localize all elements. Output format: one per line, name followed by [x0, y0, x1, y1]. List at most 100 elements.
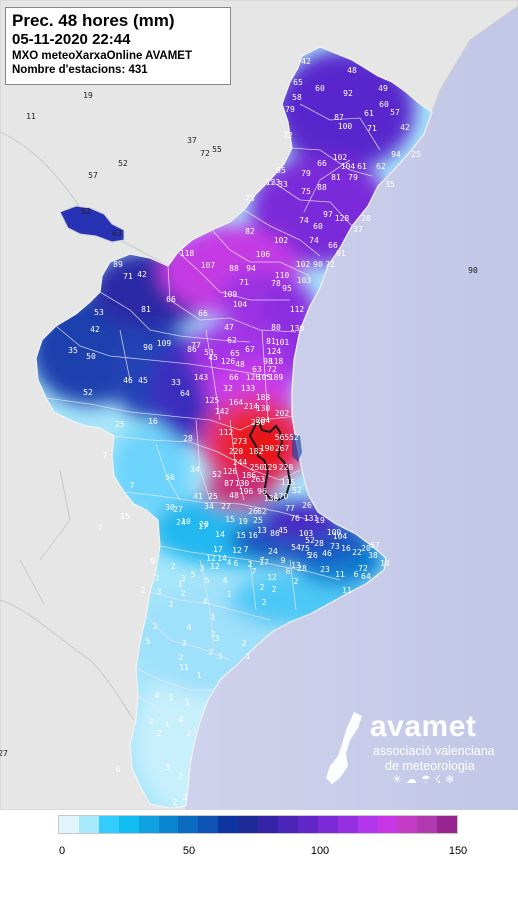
legend-swatch	[437, 816, 458, 833]
station-value: 107	[201, 261, 216, 270]
station-value: 2	[178, 772, 183, 781]
station-value: 164	[229, 398, 244, 407]
enclave-rincon	[59, 205, 125, 243]
station-value: 3	[181, 574, 186, 583]
station-value: 50	[86, 352, 96, 361]
station-value: 7	[252, 567, 257, 576]
legend-swatch	[158, 816, 179, 833]
station-value: 115	[281, 478, 296, 487]
station-value: 64	[361, 572, 371, 581]
station-value: 5	[307, 551, 312, 560]
station-value: 66	[317, 159, 327, 168]
sun-icon: ☀	[392, 773, 406, 786]
station-value: 77	[285, 504, 295, 513]
station-value: 72	[325, 260, 335, 269]
station-value: 52	[83, 388, 93, 397]
station-value: 52	[81, 207, 91, 216]
station-value: 2	[149, 717, 154, 726]
station-value: 67	[370, 541, 380, 550]
station-value: 2	[157, 729, 162, 738]
station-value: 71	[123, 272, 133, 281]
station-value: 66	[328, 241, 338, 250]
station-value: 33	[278, 180, 288, 189]
station-value: 267	[275, 444, 290, 453]
station-value: 91	[336, 249, 346, 258]
station-value: 2	[141, 586, 146, 595]
station-value: 28	[183, 434, 193, 443]
station-value: 81	[266, 337, 276, 346]
station-value: 102	[296, 260, 311, 269]
station-value: 38	[368, 551, 378, 560]
station-value: 82	[245, 227, 255, 236]
station-value: 63	[112, 229, 122, 238]
station-value: 34	[190, 465, 200, 474]
legend-swatch	[357, 816, 378, 833]
station-value: 28	[314, 539, 324, 548]
station-value: 66	[198, 309, 208, 318]
legend-swatch	[317, 816, 338, 833]
station-value: 6	[116, 765, 121, 774]
station-value: 118	[269, 357, 284, 366]
station-value: 131	[304, 514, 319, 523]
station-value: 28	[297, 564, 307, 573]
station-value: 15	[236, 531, 246, 540]
station-value: 1	[185, 698, 190, 707]
station-value: 104	[333, 532, 348, 541]
station-value: 16	[148, 417, 158, 426]
station-value: 1	[246, 652, 251, 661]
station-value: 189	[269, 373, 284, 382]
station-value: 54	[291, 543, 301, 552]
station-value: 5	[146, 637, 151, 646]
station-value: 136	[264, 494, 279, 503]
station-value: 20	[361, 544, 371, 553]
station-value: 204	[256, 416, 271, 425]
station-value: 26	[308, 551, 318, 560]
station-value: 25	[208, 492, 218, 501]
station-value: 26	[302, 501, 312, 510]
station-value: 58	[292, 93, 302, 102]
station-value: 78	[271, 279, 281, 288]
station-value: 2	[272, 585, 277, 594]
station-value: 3	[182, 639, 187, 648]
station-value: 15	[120, 512, 130, 521]
station-value: 22	[352, 548, 362, 557]
station-value: 90	[313, 260, 323, 269]
station-value: 129	[263, 463, 278, 472]
station-value: 14	[215, 530, 225, 539]
station-value: 17	[213, 545, 223, 554]
station-value: 72	[358, 564, 368, 573]
station-value: 2	[153, 622, 158, 631]
station-value: 37	[353, 225, 363, 234]
station-value: 12	[206, 554, 216, 563]
station-value: 73	[330, 542, 340, 551]
station-value: 3	[157, 587, 162, 596]
color-scale-legend	[58, 815, 458, 834]
legend-tick-150: 150	[448, 845, 468, 857]
station-value: 98	[263, 357, 273, 366]
station-value: 45	[278, 526, 288, 535]
station-value: 25	[115, 420, 125, 429]
station-value: 27	[173, 505, 183, 514]
station-value: 2	[183, 793, 188, 802]
station-value: 112	[219, 428, 234, 437]
station-value: 60	[379, 100, 389, 109]
legend-swatch	[297, 816, 318, 833]
station-value: 109	[157, 339, 172, 348]
station-value: 92	[343, 89, 353, 98]
station-value: 188	[256, 393, 271, 402]
legend-swatch	[238, 816, 259, 833]
station-value: 48	[235, 360, 245, 369]
station-value: 88	[317, 183, 327, 192]
station-value: 79	[301, 169, 311, 178]
station-value: 64	[180, 389, 190, 398]
station-value: 2	[173, 798, 178, 807]
legend-swatch	[138, 816, 159, 833]
station-value: 104	[341, 162, 356, 171]
map-title: Prec. 48 hores (mm)	[12, 11, 175, 30]
station-value: 104	[233, 300, 248, 309]
station-value: 202	[275, 409, 290, 418]
station-value: 56	[165, 473, 175, 482]
station-value: 52	[118, 159, 128, 168]
station-value: 60	[315, 84, 325, 93]
